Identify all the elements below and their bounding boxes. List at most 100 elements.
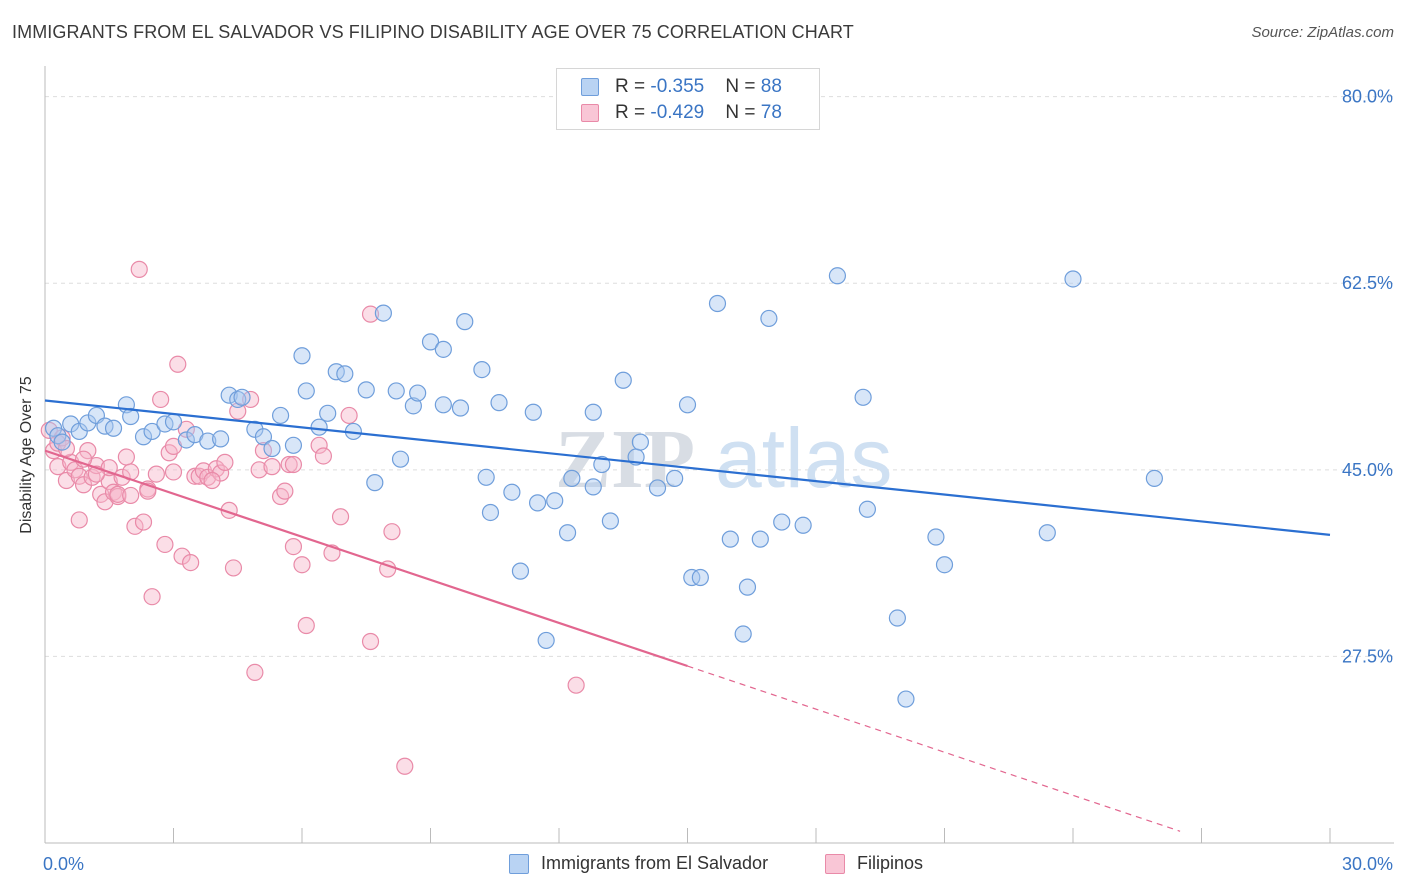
legend-swatch-blue [581,78,599,96]
el-salvador-point [537,631,555,650]
el-salvador-point [601,512,620,530]
filipinos-point [100,472,118,491]
el-salvador-point [528,494,547,512]
legend-label-el-salvador: Immigrants from El Salvador [541,853,769,873]
filipinos-point [361,305,380,323]
filipinos-point [224,559,243,577]
el-salvador-point [233,388,251,406]
filipinos-point [152,390,170,409]
el-salvador-point [854,388,872,406]
el-salvador-point [760,309,778,328]
tick-labels: 27.5% 45.0% 62.5% 80.0% 0.0% 30.0% [43,87,1393,874]
el-salvador-point [738,578,757,596]
y-tick-label: 62.5% [1342,273,1393,293]
el-salvador-point [387,382,405,400]
el-salvador-point [284,436,303,454]
el-salvador-point [104,419,123,437]
el-salvador-point [614,371,632,389]
filipinos-point [70,511,88,529]
filipinos-point [49,458,67,476]
el-salvador-point [584,403,602,421]
el-salvador-point [212,430,230,448]
filipinos-point [310,436,328,454]
correlation-legend: R = -0.355 N = 88 R = -0.429 N = 78 [556,68,820,130]
el-salvador-point [773,513,791,531]
el-salvador-points [44,267,1163,708]
legend-n-value: 88 [760,76,782,97]
filipinos-point [182,553,200,572]
filipinos-point [340,406,358,425]
x-tick-label: 30.0% [1342,854,1393,874]
el-salvador-point [53,433,71,451]
legend-n-label: N = [725,102,761,123]
el-salvador-point [558,524,577,542]
el-salvador-point [503,483,521,501]
grid-lines [45,96,1394,657]
filipinos-point [130,260,148,278]
el-salvador-point [357,381,375,399]
el-salvador-point [434,340,452,358]
el-salvador-point [794,516,812,534]
legend-r-label: R = [615,76,651,97]
el-salvador-point [897,690,915,708]
filipinos-point [396,757,414,775]
el-salvador-point [451,399,470,417]
filipinos-point [147,465,165,483]
el-salvador-point [391,450,410,468]
el-salvador-point [293,347,311,365]
filipinos-point [203,471,221,490]
filipinos-point [143,588,161,606]
el-salvador-point [297,382,315,400]
legend-n-label: N = [725,76,761,97]
filipinos-point [331,508,350,526]
el-salvador-point [828,267,847,285]
y-tick-label: 45.0% [1342,460,1393,480]
el-salvador-point [254,428,273,446]
watermark-zip: ZIP [555,413,695,506]
el-salvador-point [143,422,161,441]
el-salvador-point [336,365,354,383]
el-salvador-point [263,439,281,458]
el-salvador-point [734,625,752,643]
filipinos-point [314,447,333,465]
el-salvador-point [888,609,906,627]
el-salvador-point [524,403,542,421]
el-salvador-point [1064,270,1082,288]
y-tick-label: 80.0% [1342,87,1393,107]
y-axis-label: Disability Age Over 75 [18,376,35,534]
el-salvador-point [858,500,877,518]
legend-r-value: -0.355 [650,76,705,97]
filipinos-point [263,458,281,476]
filipinos-point [361,632,380,651]
filipinos-points [40,260,585,775]
el-salvador-point [473,361,491,379]
filipinos-point [117,448,135,466]
filipinos-point [284,537,303,556]
filipinos-point [70,467,88,485]
filipinos-point [216,453,234,471]
legend-label-filipinos: Filipinos [857,853,924,873]
filipinos-point [280,455,298,474]
el-salvador-point [134,428,153,446]
el-salvador-point [271,406,290,425]
filipinos-point [567,676,585,694]
el-salvador-point [666,469,684,487]
el-salvador-point [1145,469,1163,487]
legend-swatch-blue [509,854,529,874]
y-tick-label: 27.5% [1342,646,1393,666]
filipinos-point [156,535,174,554]
el-salvador-point [546,492,564,510]
el-salvador-point [511,562,530,580]
el-salvador-point [490,394,508,412]
el-salvador-point [1038,524,1056,542]
legend-r-label: R = [615,102,651,123]
el-salvador-point [721,530,739,548]
el-salvador-point [935,556,954,574]
filipinos-point [109,485,127,503]
el-salvador-point [421,333,440,351]
el-salvador-point [477,468,495,486]
el-salvador-point [404,397,422,415]
chart-title: IMMIGRANTS FROM EL SALVADOR VS FILIPINO … [12,22,854,42]
el-salvador-point [366,474,384,492]
